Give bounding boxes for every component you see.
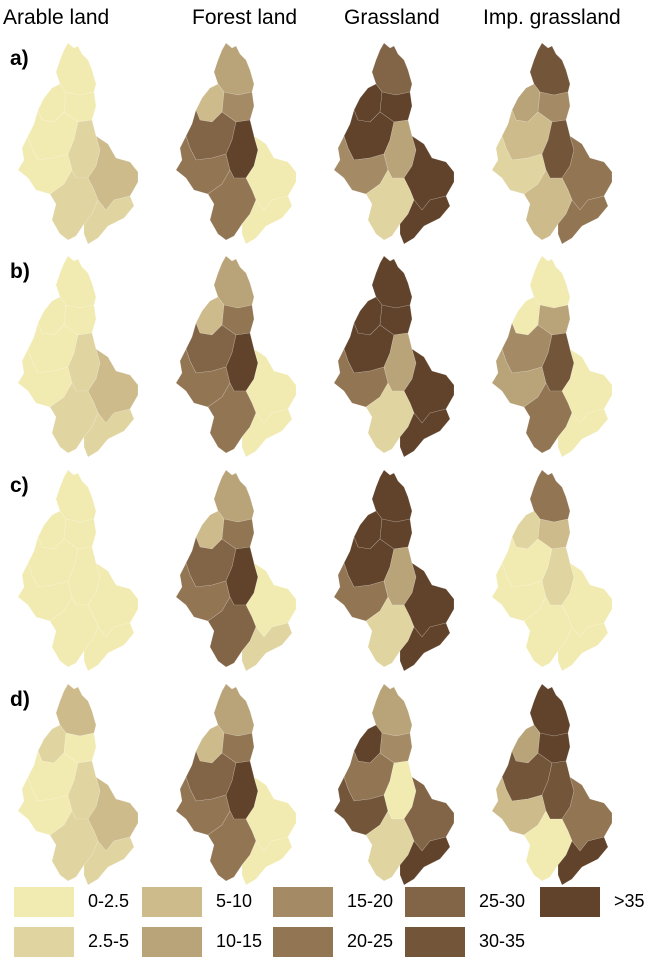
legend-swatch xyxy=(405,927,465,957)
subbasin-8 xyxy=(557,408,609,458)
subbasin-8 xyxy=(241,408,293,458)
subbasin-2 xyxy=(221,304,255,336)
subbasin-2 xyxy=(379,518,413,550)
subbasin-2 xyxy=(63,91,97,123)
legend-label: 20-25 xyxy=(347,931,394,951)
map-a-arable-land xyxy=(14,40,174,245)
subbasin-2 xyxy=(537,91,571,123)
watershed-map xyxy=(175,469,297,672)
watershed-map xyxy=(17,42,139,245)
subbasin-8 xyxy=(399,195,451,245)
legend-label: 30-35 xyxy=(479,931,526,951)
watershed-map xyxy=(333,42,455,245)
subbasin-8 xyxy=(241,622,293,672)
map-b-grassland xyxy=(330,253,490,458)
subbasin-2 xyxy=(537,518,571,550)
watershed-map xyxy=(491,42,613,245)
subbasin-8 xyxy=(557,836,609,886)
column-header-imp-grassland: Imp. grassland xyxy=(483,6,621,29)
subbasin-2 xyxy=(221,518,255,550)
map-b-arable-land xyxy=(14,253,174,458)
legend-label: 2.5-5 xyxy=(88,931,130,951)
map-b-imp-grassland xyxy=(488,253,648,458)
subbasin-2 xyxy=(537,732,571,764)
subbasin-8 xyxy=(557,622,609,672)
watershed-map xyxy=(17,683,139,886)
subbasin-2 xyxy=(221,91,255,123)
legend-swatch xyxy=(273,887,333,917)
subbasin-2 xyxy=(537,304,571,336)
subbasin-8 xyxy=(83,408,135,458)
watershed-map xyxy=(17,255,139,458)
legend-label: 5-10 xyxy=(216,891,253,911)
subbasin-2 xyxy=(63,518,97,550)
column-header-forest-land: Forest land xyxy=(192,6,298,29)
subbasin-8 xyxy=(83,195,135,245)
map-d-arable-land xyxy=(14,681,174,886)
subbasin-8 xyxy=(399,836,451,886)
legend-swatch xyxy=(142,887,202,917)
legend-label: >35 xyxy=(614,891,645,911)
subbasin-2 xyxy=(63,304,97,336)
watershed-map xyxy=(17,469,139,672)
row-label-b: b) xyxy=(10,260,30,283)
map-c-imp-grassland xyxy=(488,467,648,672)
map-b-forest-land xyxy=(172,253,332,458)
watershed-map xyxy=(491,683,613,886)
subbasin-8 xyxy=(241,195,293,245)
subbasin-8 xyxy=(399,408,451,458)
legend-label: 25-30 xyxy=(479,891,526,911)
legend-swatch xyxy=(142,927,202,957)
row-label-a: a) xyxy=(10,47,29,70)
watershed-map xyxy=(333,469,455,672)
map-a-imp-grassland xyxy=(488,40,648,245)
legend-swatch xyxy=(273,927,333,957)
legend-swatch xyxy=(540,887,600,917)
legend-swatch xyxy=(14,927,74,957)
watershed-map xyxy=(175,683,297,886)
column-header-arable-land: Arable land xyxy=(3,6,110,29)
map-c-forest-land xyxy=(172,467,332,672)
row-label-d: d) xyxy=(10,688,30,711)
legend-label: 0-2.5 xyxy=(88,891,130,911)
subbasin-8 xyxy=(557,195,609,245)
subbasin-8 xyxy=(241,836,293,886)
legend-swatch xyxy=(14,887,74,917)
legend-swatch xyxy=(405,887,465,917)
subbasin-2 xyxy=(63,732,97,764)
legend-label: 10-15 xyxy=(216,931,263,951)
watershed-map xyxy=(333,255,455,458)
watershed-map xyxy=(491,255,613,458)
subbasin-8 xyxy=(399,622,451,672)
subbasin-8 xyxy=(83,622,135,672)
map-d-grassland xyxy=(330,681,490,886)
map-d-forest-land xyxy=(172,681,332,886)
row-label-c: c) xyxy=(10,474,29,497)
watershed-map xyxy=(333,683,455,886)
map-d-imp-grassland xyxy=(488,681,648,886)
subbasin-2 xyxy=(379,732,413,764)
subbasin-2 xyxy=(379,91,413,123)
map-c-arable-land xyxy=(14,467,174,672)
column-header-grassland: Grassland xyxy=(344,6,440,29)
map-a-forest-land xyxy=(172,40,332,245)
legend-label: 15-20 xyxy=(347,891,394,911)
subbasin-2 xyxy=(379,304,413,336)
map-c-grassland xyxy=(330,467,490,672)
subbasin-8 xyxy=(83,836,135,886)
watershed-map xyxy=(175,255,297,458)
subbasin-2 xyxy=(221,732,255,764)
watershed-map xyxy=(491,469,613,672)
watershed-map xyxy=(175,42,297,245)
map-a-grassland xyxy=(330,40,490,245)
